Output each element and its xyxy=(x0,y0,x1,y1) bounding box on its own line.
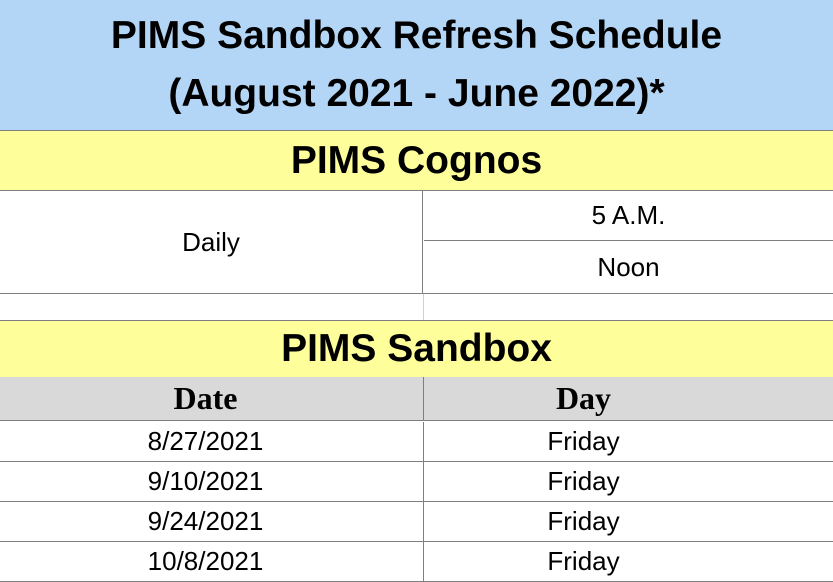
title-line-1: PIMS Sandbox Refresh Schedule xyxy=(110,14,723,57)
cognos-frequency: Daily xyxy=(0,191,423,293)
row-date: 9/24/2021 xyxy=(0,502,424,541)
title-line-2: (August 2021 - June 2022)* xyxy=(168,72,665,115)
sandbox-heading: PIMS Sandbox xyxy=(0,320,833,378)
table-row: 10/8/2021 Friday xyxy=(0,542,833,582)
row-day: Friday xyxy=(547,426,620,456)
divider xyxy=(0,293,833,294)
row-day: Friday xyxy=(547,546,620,576)
table-row: 9/24/2021 Friday xyxy=(0,502,833,542)
cognos-time-2: Noon xyxy=(597,252,660,282)
cognos-heading: PIMS Cognos xyxy=(0,131,833,191)
row-day: Friday xyxy=(547,466,620,496)
row-date: 10/8/2021 xyxy=(0,542,424,581)
column-header-day: Day xyxy=(424,377,833,421)
table-row: 8/27/2021 Friday xyxy=(0,422,833,462)
cognos-time-1: 5 A.M. xyxy=(424,191,833,241)
schedule-title: PIMS Sandbox Refresh Schedule (August 20… xyxy=(0,0,833,131)
row-date: 9/10/2021 xyxy=(0,462,424,501)
column-header-date: Date xyxy=(0,377,424,421)
spacer-cell xyxy=(0,294,424,320)
row-day: Friday xyxy=(547,506,620,536)
table-row: 9/10/2021 Friday xyxy=(0,462,833,502)
row-date: 8/27/2021 xyxy=(0,422,424,461)
